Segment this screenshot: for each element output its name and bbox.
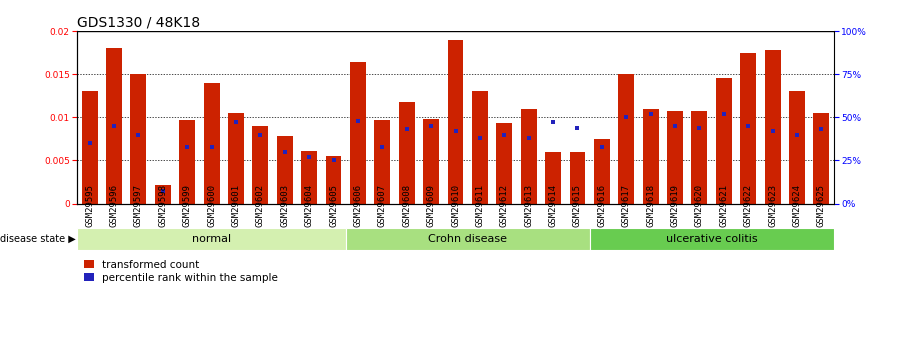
Bar [277, 136, 292, 204]
Bar [447, 40, 464, 204]
Text: GSM29605: GSM29605 [329, 184, 338, 227]
Text: GSM29610: GSM29610 [451, 184, 460, 227]
Text: GSM29609: GSM29609 [426, 184, 435, 227]
Text: GSM29619: GSM29619 [670, 184, 680, 227]
Text: GSM29598: GSM29598 [159, 184, 168, 227]
Bar [569, 152, 586, 204]
Text: Crohn disease: Crohn disease [428, 234, 507, 244]
Bar [716, 79, 732, 204]
Bar [764, 50, 781, 204]
Bar [667, 111, 683, 204]
Text: GSM29612: GSM29612 [500, 184, 508, 227]
Bar [77, 228, 346, 250]
Bar [642, 109, 659, 204]
Text: GSM29621: GSM29621 [720, 184, 728, 227]
Text: disease state ▶: disease state ▶ [0, 234, 76, 244]
Bar [374, 120, 390, 204]
Text: GSM29595: GSM29595 [85, 184, 94, 227]
Bar [325, 156, 342, 204]
Text: GSM29601: GSM29601 [231, 184, 241, 227]
Text: GSM29623: GSM29623 [768, 184, 777, 227]
Text: GSM29618: GSM29618 [646, 184, 655, 227]
Text: GSM29600: GSM29600 [207, 184, 216, 227]
Text: GDS1330 / 48K18: GDS1330 / 48K18 [77, 16, 200, 30]
Text: GSM29615: GSM29615 [573, 184, 582, 227]
Bar [346, 228, 589, 250]
Bar [619, 74, 634, 204]
Bar [424, 119, 439, 204]
Legend: transformed count, percentile rank within the sample: transformed count, percentile rank withi… [83, 259, 280, 284]
Bar [496, 124, 512, 204]
Bar [789, 91, 805, 204]
Bar [594, 139, 609, 204]
Text: GSM29613: GSM29613 [524, 184, 533, 227]
Text: GSM29608: GSM29608 [403, 184, 411, 227]
Text: GSM29603: GSM29603 [281, 184, 290, 227]
Bar [350, 62, 366, 204]
Text: GSM29597: GSM29597 [134, 184, 143, 227]
Text: GSM29606: GSM29606 [353, 184, 363, 227]
Bar [814, 113, 829, 204]
Bar [302, 151, 317, 204]
Text: ulcerative colitis: ulcerative colitis [666, 234, 757, 244]
Bar [130, 74, 147, 204]
Bar [691, 111, 707, 204]
Text: GSM29616: GSM29616 [598, 184, 607, 227]
Bar [472, 91, 487, 204]
Text: GSM29611: GSM29611 [476, 184, 485, 227]
Bar [179, 120, 195, 204]
Bar [204, 83, 220, 204]
Bar [741, 52, 756, 204]
Text: GSM29617: GSM29617 [621, 184, 630, 227]
Bar [155, 185, 170, 204]
Text: GSM29620: GSM29620 [695, 184, 704, 227]
Text: GSM29607: GSM29607 [378, 184, 387, 227]
Text: GSM29599: GSM29599 [183, 184, 191, 227]
Bar [589, 228, 834, 250]
Bar [399, 102, 415, 204]
Text: normal: normal [192, 234, 231, 244]
Bar [228, 113, 244, 204]
Text: GSM29625: GSM29625 [817, 184, 826, 227]
Text: GSM29624: GSM29624 [793, 184, 802, 227]
Text: GSM29602: GSM29602 [256, 184, 265, 227]
Bar [82, 91, 97, 204]
Bar [252, 126, 269, 204]
Text: GSM29622: GSM29622 [743, 184, 752, 227]
Text: GSM29604: GSM29604 [304, 184, 313, 227]
Text: GSM29614: GSM29614 [548, 184, 558, 227]
Text: GSM29596: GSM29596 [109, 184, 118, 227]
Bar [106, 48, 122, 204]
Bar [545, 152, 561, 204]
Bar [521, 109, 537, 204]
